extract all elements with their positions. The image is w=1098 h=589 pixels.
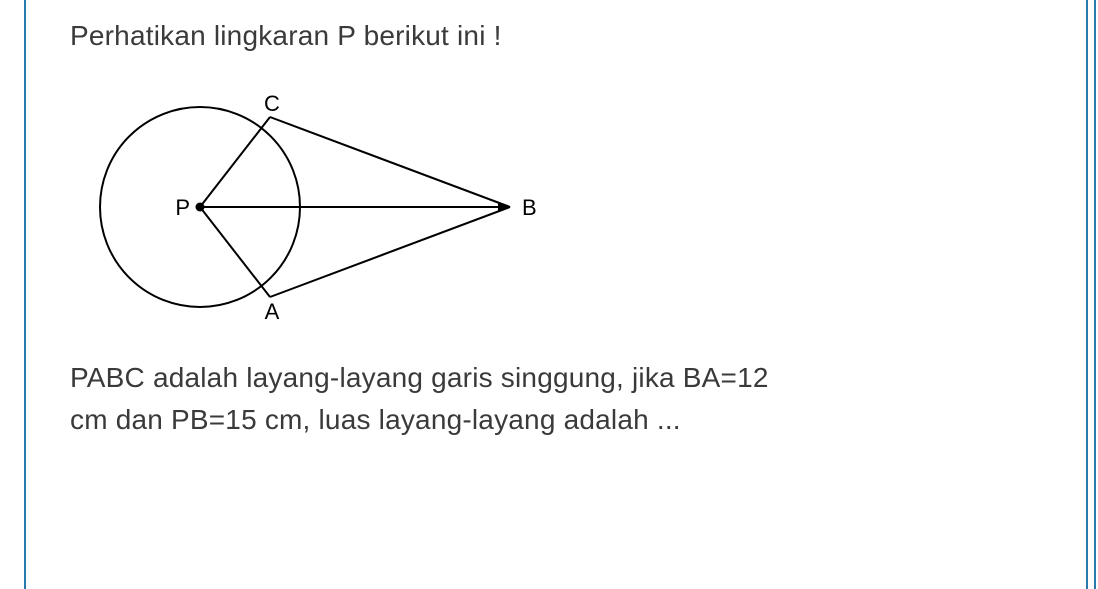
question-body-line2: cm dan PB=15 cm, luas layang-layang adal… <box>70 399 1038 441</box>
left-frame-border <box>24 0 26 589</box>
question-intro: Perhatikan lingkaran P berikut ini ! <box>70 15 1038 57</box>
svg-text:B: B <box>522 195 537 220</box>
right-frame-border-inner <box>1086 0 1088 589</box>
question-block: Perhatikan lingkaran P berikut ini ! P B C… <box>70 15 1038 441</box>
right-frame-border-outer <box>1094 0 1096 589</box>
diagram-container: P B C A <box>70 77 1038 337</box>
svg-text:P: P <box>175 195 190 220</box>
svg-text:A: A <box>265 299 280 324</box>
svg-text:C: C <box>264 91 280 116</box>
circle-tangent-diagram: P B C A <box>70 77 590 337</box>
question-body-line1: PABC adalah layang-layang garis singgung… <box>70 357 1038 399</box>
